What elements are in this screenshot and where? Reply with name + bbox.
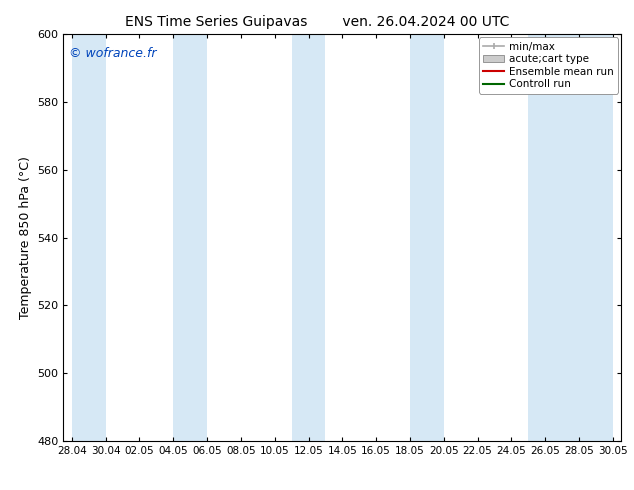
Bar xyxy=(173,34,207,441)
Bar xyxy=(72,34,106,441)
Bar xyxy=(292,34,325,441)
Text: ENS Time Series Guipavas        ven. 26.04.2024 00 UTC: ENS Time Series Guipavas ven. 26.04.2024… xyxy=(125,15,509,29)
Legend: min/max, acute;cart type, Ensemble mean run, Controll run: min/max, acute;cart type, Ensemble mean … xyxy=(479,37,618,94)
Y-axis label: Temperature 850 hPa (°C): Temperature 850 hPa (°C) xyxy=(19,156,32,319)
Text: © wofrance.fr: © wofrance.fr xyxy=(69,47,157,59)
Bar xyxy=(410,34,444,441)
Bar xyxy=(528,34,613,441)
